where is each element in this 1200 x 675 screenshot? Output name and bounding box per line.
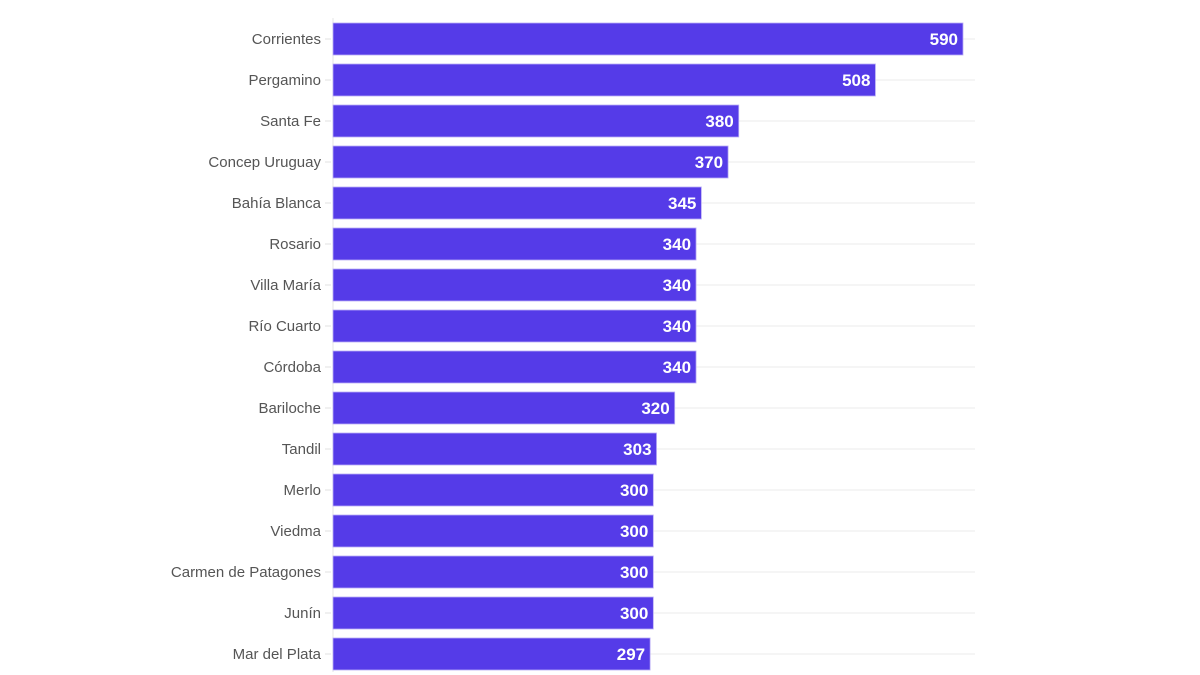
category-label: Rosario bbox=[269, 236, 321, 253]
data-label: 340 bbox=[663, 276, 691, 295]
category-label: Junín bbox=[284, 605, 321, 622]
category-label: Tandil bbox=[282, 441, 321, 458]
bar bbox=[332, 309, 697, 343]
bar bbox=[332, 104, 740, 138]
category-label: Córdoba bbox=[263, 359, 321, 376]
data-label: 590 bbox=[930, 30, 958, 49]
data-label: 345 bbox=[668, 194, 696, 213]
bar bbox=[332, 145, 729, 179]
bar bbox=[332, 514, 654, 548]
category-label: Bahía Blanca bbox=[232, 195, 322, 212]
bar bbox=[332, 22, 964, 56]
category-label: Carmen de Patagones bbox=[171, 564, 321, 581]
data-label: 300 bbox=[620, 522, 648, 541]
category-label: Mar del Plata bbox=[233, 646, 322, 663]
category-label: Río Cuarto bbox=[248, 318, 321, 335]
bar bbox=[332, 186, 702, 220]
category-label: Villa María bbox=[250, 277, 321, 294]
data-label: 370 bbox=[695, 153, 723, 172]
category-label: Bariloche bbox=[258, 400, 321, 417]
data-label: 340 bbox=[663, 317, 691, 336]
bar bbox=[332, 350, 697, 384]
data-label: 300 bbox=[620, 563, 648, 582]
data-label: 297 bbox=[617, 645, 645, 664]
category-label: Santa Fe bbox=[260, 113, 321, 130]
category-label: Corrientes bbox=[252, 31, 321, 48]
data-label: 508 bbox=[842, 71, 870, 90]
bar bbox=[332, 637, 651, 671]
bar bbox=[332, 555, 654, 589]
bar bbox=[332, 391, 676, 425]
category-label: Pergamino bbox=[248, 72, 321, 89]
bar bbox=[332, 432, 657, 466]
data-label: 300 bbox=[620, 604, 648, 623]
bar bbox=[332, 227, 697, 261]
data-label: 320 bbox=[641, 399, 669, 418]
category-label: Viedma bbox=[270, 523, 321, 540]
data-label: 300 bbox=[620, 481, 648, 500]
bar bbox=[332, 596, 654, 630]
category-label: Merlo bbox=[283, 482, 321, 499]
category-label: Concep Uruguay bbox=[208, 154, 321, 171]
bar bbox=[332, 63, 876, 97]
bar bbox=[332, 268, 697, 302]
bar bbox=[332, 473, 654, 507]
data-label: 340 bbox=[663, 235, 691, 254]
data-label: 380 bbox=[705, 112, 733, 131]
data-label: 340 bbox=[663, 358, 691, 377]
data-label: 303 bbox=[623, 440, 651, 459]
